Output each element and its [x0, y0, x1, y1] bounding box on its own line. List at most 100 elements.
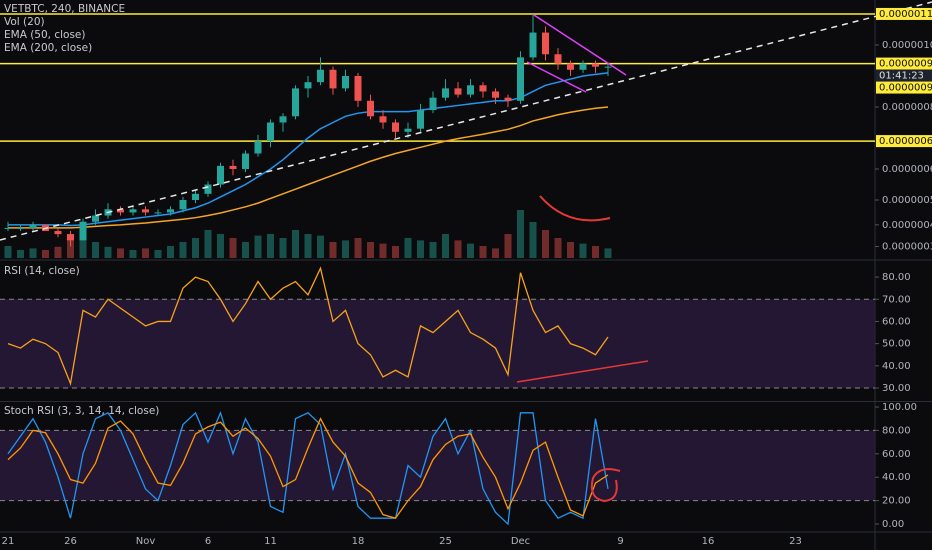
volume-bar: [142, 248, 149, 258]
candle-body: [142, 209, 149, 213]
rsi-trend-line: [516, 360, 649, 383]
candle-body: [242, 153, 249, 170]
candle-body: [129, 209, 137, 213]
level-tag: 0.00000069: [879, 136, 932, 147]
y-tick-label: 40.00: [882, 361, 911, 372]
volume-bar: [442, 234, 449, 258]
volume-bar: [154, 250, 162, 258]
volume-bar: [129, 250, 137, 258]
level-tag: 0.00000094: [879, 59, 932, 70]
volume-bar: [279, 238, 287, 258]
candle-body: [317, 69, 324, 83]
y-tick-label: 0.00000050: [882, 195, 932, 206]
y-tick-label: 40.00: [882, 472, 911, 483]
band-fill: [0, 430, 875, 501]
y-tick-label: 0.00000060: [882, 164, 932, 175]
candle-body: [4, 227, 12, 229]
y-tick-label: 70.00: [882, 294, 911, 305]
candle-body: [29, 224, 37, 228]
last-price-tag-box: [876, 81, 932, 94]
candle-body: [204, 184, 212, 194]
last-price-tag: 0.00000093: [879, 83, 932, 94]
volume-bar: [267, 234, 274, 258]
wedge-bottom: [526, 61, 587, 93]
countdown-label-box: [876, 69, 932, 82]
y-tick-label: 0.00: [882, 519, 904, 530]
x-tick-label: 21: [2, 536, 15, 547]
candle-body: [179, 200, 187, 210]
candle-body: [279, 116, 287, 123]
x-tick-label: 6: [205, 536, 211, 547]
volume-bar: [167, 246, 174, 258]
y-tick-label: 30.00: [882, 383, 911, 394]
volume-bar: [317, 235, 324, 258]
candle-body: [404, 128, 412, 132]
volume-bar: [417, 240, 424, 258]
candle-body: [542, 32, 549, 55]
indicator-label: Vol (20): [4, 16, 45, 28]
y-tick-label: 0.00000035: [882, 242, 932, 253]
indicator-label: EMA (50, close): [4, 29, 86, 41]
x-tick-label: Nov: [136, 536, 156, 547]
candle-body: [417, 110, 424, 129]
candle-body: [367, 100, 374, 117]
candle-body: [392, 122, 399, 132]
candle-body: [254, 141, 262, 154]
symbol-title: VETBTC, 240, BINANCE: [4, 3, 125, 15]
x-tick-label: 16: [702, 536, 715, 547]
wedge-top: [533, 14, 627, 76]
volume-bar: [504, 234, 512, 258]
candle-body: [442, 88, 449, 98]
countdown-label: 01:41:23: [879, 71, 924, 82]
candle-body: [79, 221, 87, 241]
x-tick-label: 26: [64, 536, 77, 547]
volume-bar: [229, 238, 237, 258]
volume-bar: [92, 242, 99, 258]
volume-bar: [592, 246, 599, 258]
candle-body: [342, 75, 349, 89]
line-series: [7, 266, 609, 386]
candle-body: [354, 75, 362, 101]
volume-bar: [529, 222, 537, 258]
candle-body: [154, 212, 162, 214]
y-tick-label: 80.00: [882, 425, 911, 436]
volume-bar: [192, 238, 199, 258]
volume-bar: [492, 248, 499, 258]
volume-bar: [329, 242, 337, 258]
volume-bar: [354, 238, 362, 258]
candle-body: [292, 88, 299, 117]
indicator-label: EMA (200, close): [4, 42, 92, 54]
candle-body: [604, 66, 612, 68]
volume-bar: [379, 243, 387, 258]
curve-drawing: [539, 195, 611, 222]
volume-bar: [4, 246, 12, 258]
volume-bar: [392, 246, 399, 258]
volume-bar: [467, 243, 474, 258]
volume-bar: [104, 246, 112, 258]
volume-bar: [367, 242, 374, 258]
volume-bar: [517, 210, 524, 258]
candle-body: [479, 85, 487, 92]
volume-bar: [567, 242, 574, 258]
circle-drawing: [590, 468, 621, 503]
y-tick-label: 50.00: [882, 339, 911, 350]
volume-bar: [17, 250, 24, 258]
y-tick-label: 80.00: [882, 272, 911, 283]
y-tick-label: 0.00000100: [882, 40, 932, 51]
volume-bar: [304, 234, 312, 258]
headers: VETBTC, 240, BINANCE Vol (20) EMA (50, c…: [4, 3, 159, 417]
volume-bar: [204, 230, 212, 258]
volume-bar: [217, 234, 224, 258]
candle-body: [567, 63, 574, 70]
line-series: [7, 410, 609, 526]
volume-bar: [54, 246, 62, 258]
candle-body: [329, 69, 337, 89]
x-tick-label: 11: [264, 536, 277, 547]
candle-body: [492, 91, 499, 98]
line-series: [7, 417, 609, 519]
volume-bar: [242, 242, 249, 258]
